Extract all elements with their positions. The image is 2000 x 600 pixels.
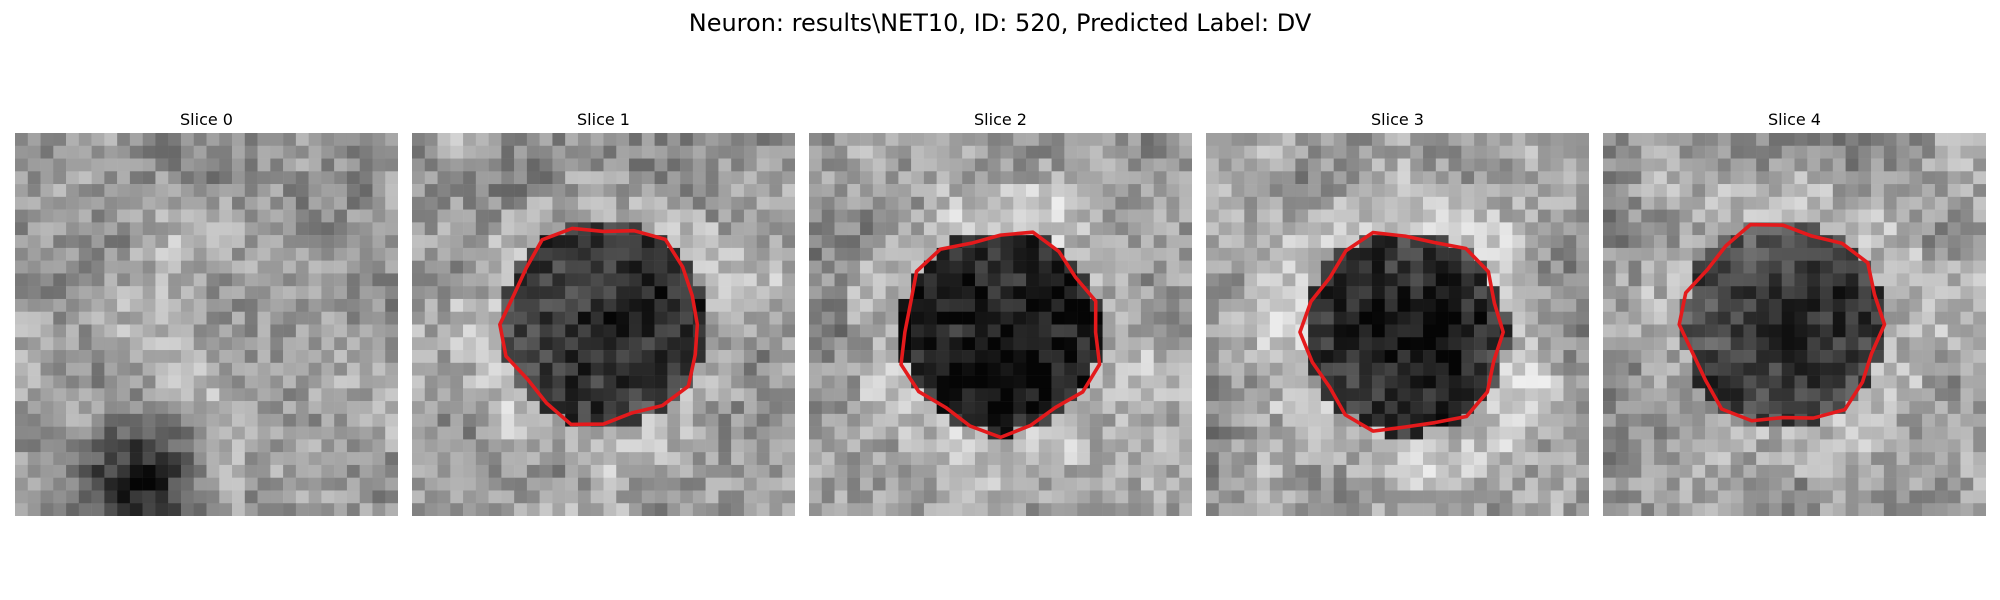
slice-image xyxy=(15,133,398,516)
segmentation-outline xyxy=(498,226,700,427)
segmentation-outline xyxy=(1677,222,1887,423)
segmentation-outline xyxy=(899,230,1102,440)
slice-title: Slice 4 xyxy=(1768,110,1821,129)
slice-image xyxy=(809,133,1192,516)
slice-image xyxy=(412,133,795,516)
slice-image xyxy=(1206,133,1589,516)
slice-panel-1: Slice 1 xyxy=(412,110,795,516)
slice-title: Slice 2 xyxy=(974,110,1027,129)
slice-panel-4: Slice 4 xyxy=(1603,110,1986,516)
slice-panel-2: Slice 2 xyxy=(809,110,1192,516)
slice-panel-3: Slice 3 xyxy=(1206,110,1589,516)
slice-title: Slice 1 xyxy=(577,110,630,129)
slice-title: Slice 0 xyxy=(180,110,233,129)
segmentation-outline xyxy=(1298,230,1505,433)
slice-image xyxy=(1603,133,1986,516)
slice-title: Slice 3 xyxy=(1371,110,1424,129)
figure-title: Neuron: results\NET10, ID: 520, Predicte… xyxy=(688,9,1312,37)
slice-panel-0: Slice 0 xyxy=(15,110,398,516)
